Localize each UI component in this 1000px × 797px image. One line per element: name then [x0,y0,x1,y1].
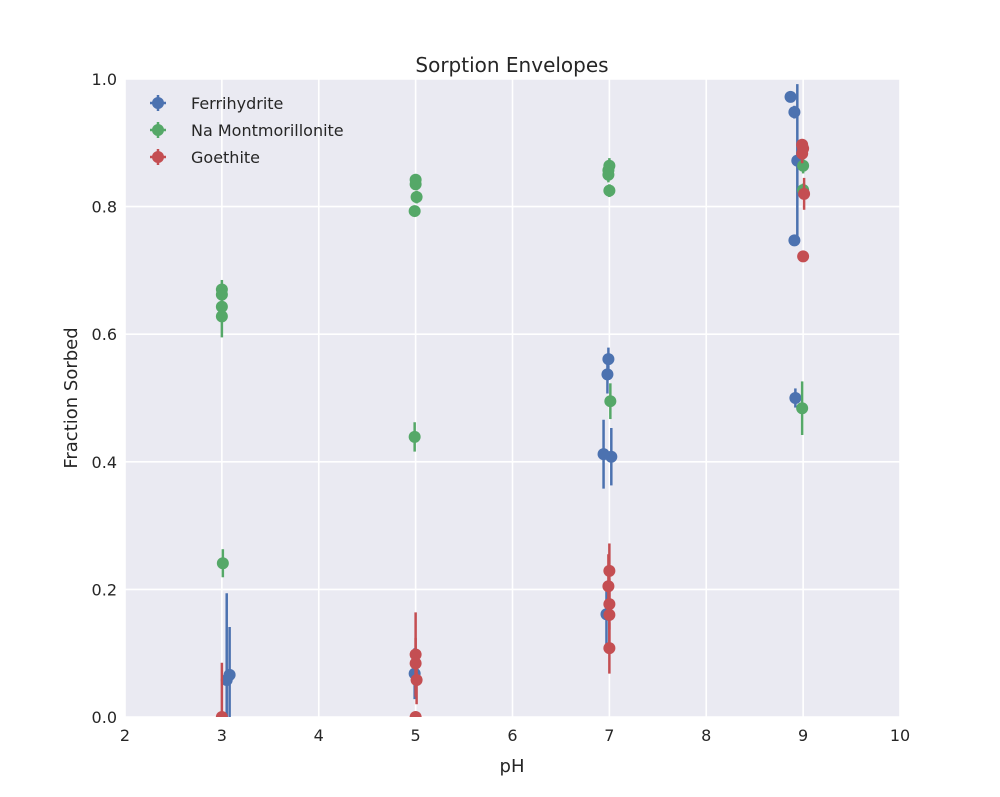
data-point [408,205,421,218]
legend-item: Goethite [150,148,260,167]
x-tick-label: 6 [507,726,517,745]
x-tick-label: 4 [314,726,324,745]
y-tick-label: 0.4 [92,453,117,472]
x-tick-labels: 2 3 4 5 6 7 8 9 10 [120,726,910,745]
series-goethite [215,138,811,717]
data-point [410,673,423,686]
y-tick-labels: 0.0 0.2 0.4 0.6 0.8 1.0 [92,70,117,727]
x-tick-label: 5 [411,726,421,745]
legend: Ferrihydrite Na Montmorillonite Goethite [150,94,344,167]
data-point [784,90,797,103]
legend-marker [152,97,164,109]
data-point [602,168,615,181]
y-tick-label: 0.2 [92,580,117,599]
legend-item: Ferrihydrite [150,94,283,113]
data-point [603,642,616,655]
data-point [603,184,616,197]
legend-label: Goethite [191,148,260,167]
data-point [604,395,617,408]
x-tick-label: 8 [701,726,711,745]
data-point [223,668,236,681]
legend-item: Na Montmorillonite [150,121,344,140]
y-axis-label: Fraction Sorbed [61,327,82,468]
data-point [215,711,228,717]
x-tick-label: 2 [120,726,130,745]
data-point [410,191,423,204]
data-point [796,402,809,415]
data-point [601,368,614,381]
data-point [215,310,228,323]
x-tick-label: 3 [217,726,227,745]
x-tick-label: 9 [798,726,808,745]
data-series [215,84,811,717]
legend-label: Na Montmorillonite [191,121,344,140]
data-point [216,557,229,570]
legend-marker [152,124,164,136]
data-point [797,159,810,172]
y-tick-label: 1.0 [92,70,117,89]
data-point [797,250,810,263]
x-tick-label: 10 [890,726,910,745]
chart-title: Sorption Envelopes [415,53,608,77]
x-tick-label: 7 [604,726,614,745]
data-point [603,608,616,621]
data-point [789,392,802,404]
data-point [796,147,809,160]
legend-label: Ferrihydrite [191,94,283,113]
data-point [409,711,422,717]
legend-marker [152,151,164,163]
data-point [409,178,422,191]
y-tick-label: 0.0 [92,708,117,727]
data-point [788,106,801,119]
data-point [788,234,801,247]
series-na-montmorillonite [215,158,810,578]
y-tick-label: 0.8 [92,198,117,217]
y-tick-label: 0.6 [92,325,117,344]
data-point [602,353,615,366]
data-point [605,450,618,463]
data-point [798,187,811,200]
data-point [408,430,421,443]
x-axis-label: pH [500,756,525,777]
